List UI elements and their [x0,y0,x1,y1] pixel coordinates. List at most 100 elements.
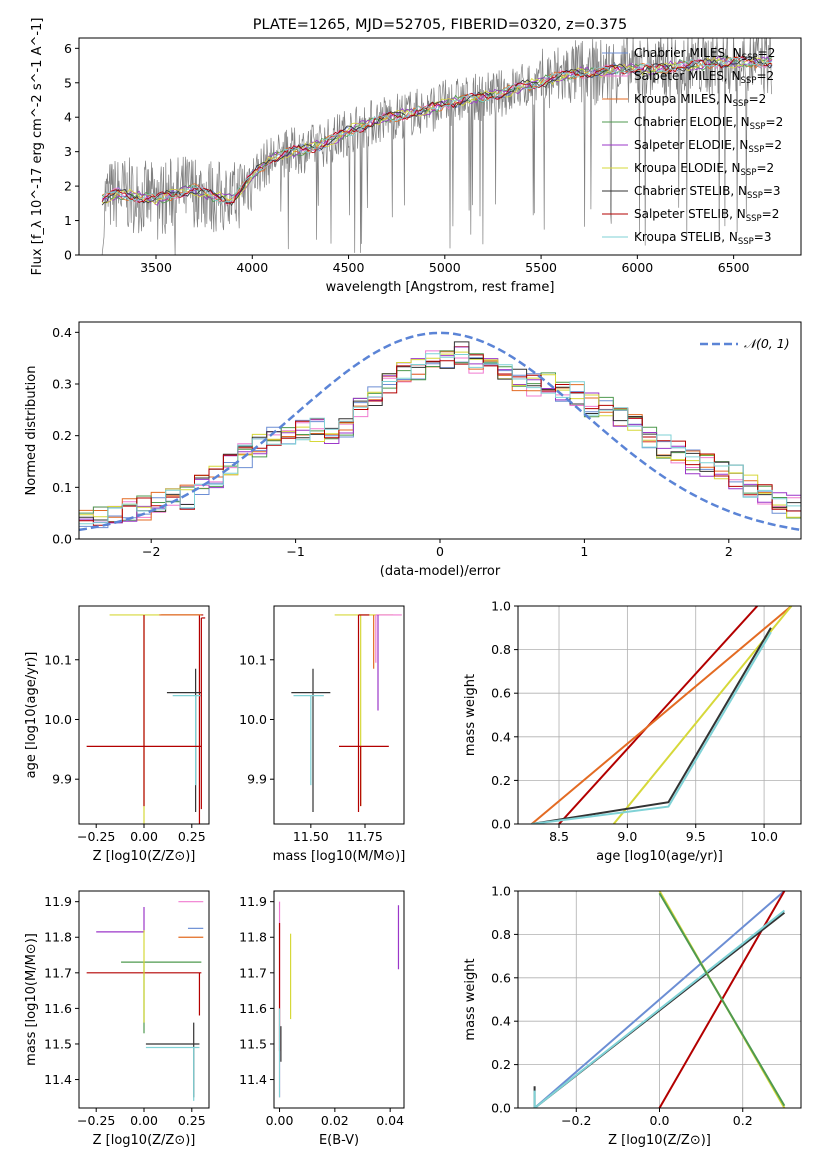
y-axis-label: mass weight [463,958,478,1040]
y-tick-label: 11.4 [44,1072,72,1087]
residual-histogram [79,353,801,525]
panel-8: −0.2 0.0 0.2 0.0 0.2 0.4 0.6 0.8 1.0 Z [log10(Z/Z… [463,884,802,1148]
x-tick-label: 11.75 [347,829,383,844]
plot-area [291,614,402,813]
x-tick-label: 0.25 [178,1113,206,1128]
x-tick-label: 0.0 [650,1113,670,1128]
y-tick-label: 11.6 [239,1001,267,1016]
y-tick-label: 0.8 [491,642,511,657]
y-axis-label: age [log10(age/yr)] [24,652,39,779]
plot-area [278,901,400,1098]
y-tick-label: 0.1 [52,480,72,495]
y-tick-label: 2 [64,179,72,194]
y-tick-label: 9.9 [52,772,72,787]
axes-frame [78,890,210,1109]
plot-area [101,38,773,255]
legend-entry: 𝒩(0, 1) [744,336,790,351]
model-spectrum [101,56,773,207]
panel-6: −0.25 0.00 0.25 11.4 11.5 11.6 11.7 11.8 11.9 Z [… [24,890,210,1148]
y-axis-label: Normed distribution [24,366,39,496]
model-spectrum [101,56,773,204]
x-tick-label: 2 [725,544,733,559]
x-tick-label: 0.2 [733,1113,753,1128]
y-tick-label: 11.8 [44,930,72,945]
x-axis-label: (data-model)/error [380,564,501,579]
legend-entry: Salpeter MILES, NSSP=2 [634,69,774,86]
x-tick-label: −0.25 [77,1113,115,1128]
x-tick-label: −0.2 [561,1113,591,1128]
x-axis-label: wavelength [Angstrom, rest frame] [326,280,555,295]
legend-entry: Kroupa MILES, NSSP=2 [634,92,766,109]
x-tick-label: 4500 [333,260,365,275]
weight-line [531,627,772,824]
x-tick-label: 0.00 [266,1113,294,1128]
y-tick-label: 0.2 [491,773,511,788]
y-tick-label: 10.0 [44,712,72,727]
legend-entry: Salpeter STELIB, NSSP=2 [634,207,779,224]
y-tick-label: 4 [64,110,72,125]
axes-frame [273,890,405,1109]
axes-frame [273,605,405,825]
x-tick-label: 0.04 [376,1113,404,1128]
x-tick-label: 5500 [525,260,557,275]
y-tick-label: 0.6 [491,686,511,701]
residual-histogram [79,346,801,524]
y-tick-label: 0.3 [52,377,72,392]
axes-frame [78,605,210,825]
y-axis-label: mass [log10(M/M⊙)] [24,933,39,1066]
y-tick-label: 11.5 [44,1036,72,1051]
y-tick-label: 0.4 [491,729,511,744]
weight-line [658,892,786,1107]
figure-title: PLATE=1265, MJD=52705, FIBERID=0320, z=0… [253,17,627,33]
axes-frame [78,37,802,256]
y-tick-label: 11.6 [44,1001,72,1016]
x-tick-label: 4000 [236,260,268,275]
y-tick-label: 0.0 [491,817,511,832]
y-tick-label: 11.8 [239,930,267,945]
weight-line [531,631,772,824]
panel-2: −2 −1 0 1 2 0.0 0.1 0.2 0.3 0.4 (data-model)/error… [24,321,802,579]
y-axis-label: Flux [f_λ 10^-17 erg cm^-2 s^-1 A^-1] [30,18,45,276]
legend-entry: Salpeter ELODIE, NSSP=2 [634,138,782,155]
y-tick-label: 0.4 [52,325,72,340]
x-tick-label: 0 [436,544,444,559]
legend-entry: Kroupa STELIB, NSSP=3 [634,230,772,247]
y-tick-label: 10.1 [44,652,72,667]
y-tick-label: 11.9 [239,894,267,909]
y-tick-label: 0.2 [52,428,72,443]
panel-5: 8.5 9.0 9.5 10.0 0.0 0.2 0.4 0.6 0.8 1.0 age [log1… [463,599,802,864]
x-tick-label: 11.50 [293,829,329,844]
x-tick-label: 0.25 [178,829,206,844]
x-axis-label: age [log10(age/yr)] [596,849,723,864]
weight-line [531,606,793,824]
x-axis-label: mass [log10(M/M⊙)] [273,849,406,864]
x-tick-label: 0.00 [130,1113,158,1128]
plot-area [533,891,786,1108]
residual-histogram [79,357,801,529]
panel-4: 11.50 11.75 9.9 10.0 10.1 mass [log10(M/M⊙)] [239,605,406,864]
x-tick-label: 3500 [140,260,172,275]
residual-histogram [79,341,801,521]
x-tick-label: 9.5 [686,829,706,844]
y-tick-label: 11.7 [44,965,72,980]
y-tick-label: 0.4 [491,1014,511,1029]
y-tick-label: 11.4 [239,1072,267,1087]
model-spectrum [101,57,773,204]
y-tick-label: 1.0 [491,599,511,614]
y-tick-label: 0.0 [491,1101,511,1116]
plot-area [86,901,204,1101]
x-tick-label: −2 [142,544,160,559]
legend-entry: Chabrier ELODIE, NSSP=2 [634,115,783,132]
axes-frame [517,890,802,1109]
legend-entry: Kroupa ELODIE, NSSP=2 [634,161,774,178]
normal-curve [79,331,801,532]
y-tick-label: 3 [64,144,72,159]
residual-histogram [79,354,801,526]
residual-histogram [79,350,801,523]
y-tick-label: 1 [64,213,72,228]
plot-area [86,614,206,824]
y-tick-label: 0.2 [491,1057,511,1072]
legend-entry: Chabrier MILES, NSSP=2 [634,46,775,63]
y-tick-label: 11.7 [239,965,267,980]
legend: Chabrier MILES, NSSP=2 Salpeter MILES, NS… [602,46,783,247]
